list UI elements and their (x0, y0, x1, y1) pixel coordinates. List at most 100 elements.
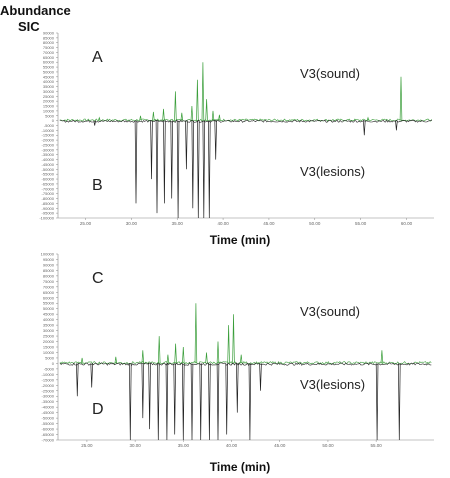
y-tick-label: 90000 (43, 31, 55, 36)
y-tick-label: 55000 (43, 65, 55, 70)
sound-peak (205, 352, 208, 364)
lesions-peak (134, 120, 138, 204)
lesions-peak (216, 363, 220, 441)
lesions-peak (150, 120, 153, 180)
y-tick-label: 50000 (43, 306, 55, 311)
lesions-peak (395, 120, 398, 131)
lesions-peak (157, 363, 160, 441)
y-tick-label: 15000 (43, 345, 55, 350)
panel-letter-A: A (92, 49, 103, 66)
y-tick-label: -30000 (42, 147, 55, 152)
y-tick-label: 70000 (43, 284, 55, 289)
sound-peak (216, 341, 220, 364)
y-tick-label: 45000 (43, 312, 55, 317)
y-tick-label: 0 (52, 361, 55, 366)
y-tick-label: -55000 (42, 172, 55, 177)
y-tick-label: -95000 (42, 211, 55, 216)
sound-peak (380, 350, 384, 364)
y-tick-label: -100000 (39, 216, 54, 221)
y-tick-label: -55000 (42, 421, 55, 426)
x-tick-label: 40.00 (226, 443, 238, 448)
y-tick-label: 60000 (43, 60, 55, 65)
y-tick-label: -75000 (42, 191, 55, 196)
y-tick-label: 25000 (43, 334, 55, 339)
y-tick-label: 70000 (43, 50, 55, 55)
panel-letter-B: B (92, 177, 103, 194)
panel-letter-D: D (92, 401, 104, 418)
sound-peak (141, 350, 145, 364)
lesions-peak (141, 363, 145, 419)
sound-peak (98, 116, 101, 121)
y-tick-label: 100000 (41, 252, 55, 257)
lesions-peak (155, 120, 159, 214)
series-label-sound: V3(sound) (300, 66, 360, 81)
x-tick-label: 55.00 (371, 443, 383, 448)
lesions-peak (163, 120, 166, 204)
baseline-sound (59, 118, 433, 122)
y-tick-label: 40000 (43, 317, 55, 322)
lesions-peak (214, 120, 217, 160)
sound-peak (201, 62, 205, 121)
baseline-sound (59, 361, 432, 365)
y-tick-label: 75000 (43, 45, 55, 50)
series-label-lesions: V3(lesions) (300, 377, 365, 392)
sound-peak (366, 116, 370, 121)
y-tick-label: -60000 (42, 177, 55, 182)
lesions-peak (199, 363, 202, 441)
sound-peak (190, 105, 194, 121)
lesions-peak (76, 363, 79, 397)
lesions-peak (185, 120, 188, 170)
panel-letter-C: C (92, 270, 104, 287)
sound-peak (174, 91, 177, 121)
lesions-peak (375, 363, 379, 441)
x-tick-label: 30.00 (129, 443, 141, 448)
lesions-peak (225, 363, 228, 435)
sound-peak (194, 303, 198, 364)
y-tick-label: 5000 (45, 355, 55, 360)
y-tick-label: -35000 (42, 152, 55, 157)
baseline-lesions (59, 362, 432, 366)
x-tick-label: 45.00 (263, 221, 275, 226)
lesions-peak (398, 363, 401, 441)
lesions-peak (148, 363, 151, 430)
y-tick-label: -10000 (42, 128, 55, 133)
lesions-peak (93, 120, 96, 126)
sound-peak (180, 112, 184, 121)
y-tick-label: 35000 (43, 323, 55, 328)
sound-peak (157, 336, 161, 364)
lesions-peak (90, 363, 93, 388)
y-tick-label: -50000 (42, 167, 55, 172)
sound-peak (166, 354, 170, 364)
sound-peak (139, 115, 142, 121)
series-label-sound: V3(sound) (300, 304, 360, 319)
y-tick-label: 80000 (43, 273, 55, 278)
y-tick-label: 85000 (43, 35, 55, 40)
y-tick-label: -60000 (42, 427, 55, 432)
y-tick-label: -85000 (42, 201, 55, 206)
y-tick-label: -25000 (42, 142, 55, 147)
y-tick-label: -15000 (42, 133, 55, 138)
y-tick-label: 25000 (43, 94, 55, 99)
x-tick-label: 40.00 (217, 221, 229, 226)
sound-peak (218, 114, 221, 121)
y-tick-label: -70000 (42, 186, 55, 191)
panel-top: 9000085000800007500070000650006000055000… (39, 31, 434, 247)
sound-peak (227, 325, 230, 364)
x-tick-label: 35.00 (178, 443, 190, 448)
y-tick-label: -5000 (44, 366, 55, 371)
x-axis-label: Time (min) (210, 233, 270, 247)
y-tick-label: 80000 (43, 40, 55, 45)
y-tick-label: -65000 (42, 181, 55, 186)
lesions-peak (176, 120, 180, 219)
lesions-peak (170, 120, 173, 199)
lesions-peak (259, 363, 262, 391)
x-tick-label: 50.00 (322, 443, 334, 448)
lesions-peak (248, 363, 252, 441)
y-tick-label: 10000 (43, 108, 55, 113)
y-tick-label: 30000 (43, 89, 55, 94)
y-tick-label: 5000 (45, 113, 55, 118)
x-tick-label: 25.00 (81, 443, 93, 448)
x-tick-label: 30.00 (126, 221, 138, 226)
y-tick-label: -45000 (42, 410, 55, 415)
